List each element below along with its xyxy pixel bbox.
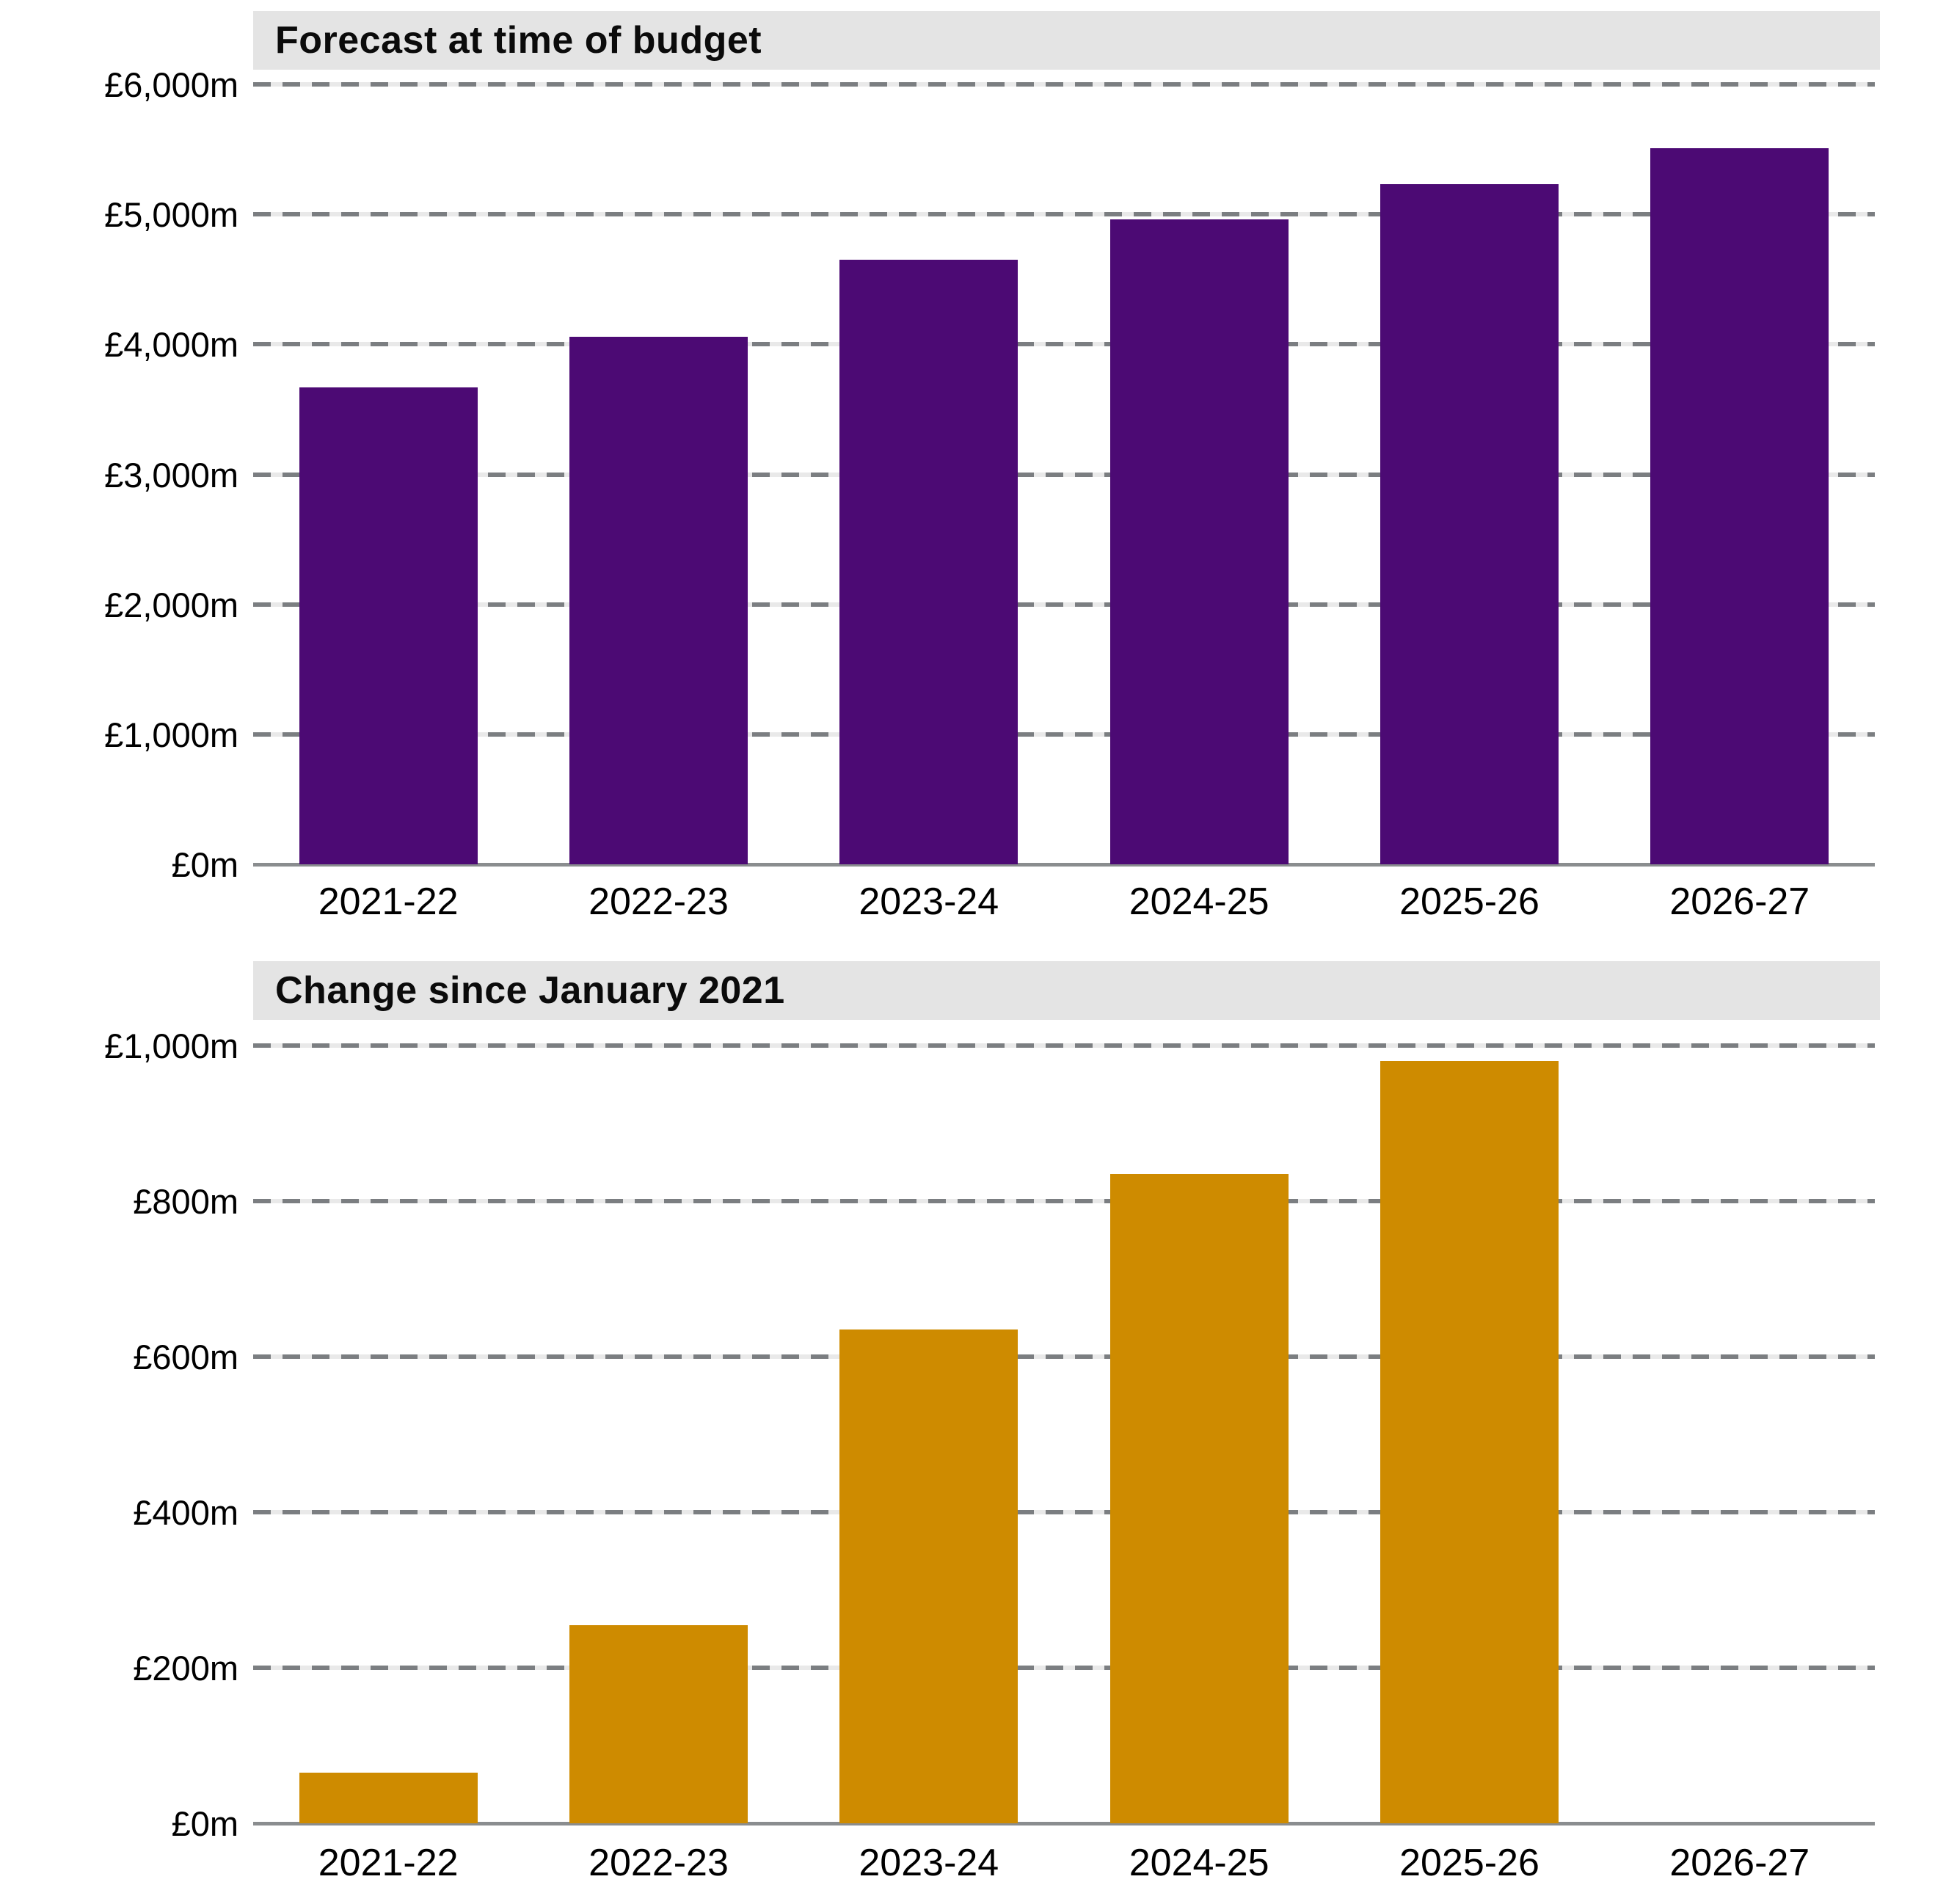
bar — [299, 387, 478, 864]
gridline — [253, 1666, 1875, 1670]
gridline — [253, 342, 1875, 347]
y-axis-label: £800m — [133, 1182, 238, 1221]
chart-title: Forecast at time of budget — [275, 19, 762, 62]
gridline — [253, 212, 1875, 217]
y-axis-label: £200m — [133, 1649, 238, 1688]
x-axis-label: 2024-25 — [1129, 1842, 1269, 1884]
chart-title: Change since January 2021 — [275, 969, 785, 1012]
chart-title-banner: Forecast at time of budget — [253, 11, 1880, 70]
y-axis-label: £0m — [171, 1804, 238, 1843]
bar — [839, 260, 1018, 864]
y-axis-label: £2,000m — [104, 585, 238, 624]
y-axis-label: £5,000m — [104, 195, 238, 235]
y-axis-label: £0m — [171, 845, 238, 884]
x-axis-label: 2022-23 — [588, 1842, 729, 1884]
x-axis-label: 2025-26 — [1399, 1842, 1539, 1884]
y-axis-label: £400m — [133, 1493, 238, 1532]
bar — [299, 1773, 478, 1823]
x-axis-label: 2021-22 — [318, 880, 459, 923]
bar — [1109, 1173, 1289, 1823]
x-axis-label: 2026-27 — [1669, 1842, 1810, 1884]
chart-title-banner: Change since January 2021 — [253, 961, 1880, 1020]
gridline — [253, 602, 1875, 607]
bar — [1380, 1061, 1559, 1823]
x-axis-label: 2026-27 — [1669, 880, 1810, 923]
bar — [1650, 147, 1829, 864]
gridline — [253, 1199, 1875, 1203]
bar — [569, 1624, 748, 1823]
y-axis-label: £1,000m — [104, 715, 238, 754]
gridline — [253, 1043, 1875, 1048]
bar — [569, 336, 748, 864]
gridline — [253, 472, 1875, 477]
gridline — [253, 1354, 1875, 1359]
y-axis-label: £4,000m — [104, 325, 238, 365]
x-axis-label: 2023-24 — [859, 880, 999, 923]
x-axis-label: 2023-24 — [859, 1842, 999, 1884]
x-axis-line — [253, 1822, 1875, 1825]
gridline — [253, 82, 1875, 87]
bar — [1380, 184, 1559, 864]
x-axis-label: 2025-26 — [1399, 880, 1539, 923]
x-axis-label: 2021-22 — [318, 1842, 459, 1884]
y-axis-label: £3,000m — [104, 455, 238, 495]
x-axis-label: 2022-23 — [588, 880, 729, 923]
x-axis-label: 2024-25 — [1129, 880, 1269, 923]
bar — [839, 1329, 1018, 1823]
x-axis-line — [253, 863, 1875, 867]
y-axis-label: £1,000m — [104, 1026, 238, 1065]
y-axis-label: £600m — [133, 1338, 238, 1376]
y-axis-label: £6,000m — [104, 65, 238, 104]
gridline — [253, 1510, 1875, 1514]
bar — [1109, 219, 1289, 864]
gridline — [253, 732, 1875, 737]
